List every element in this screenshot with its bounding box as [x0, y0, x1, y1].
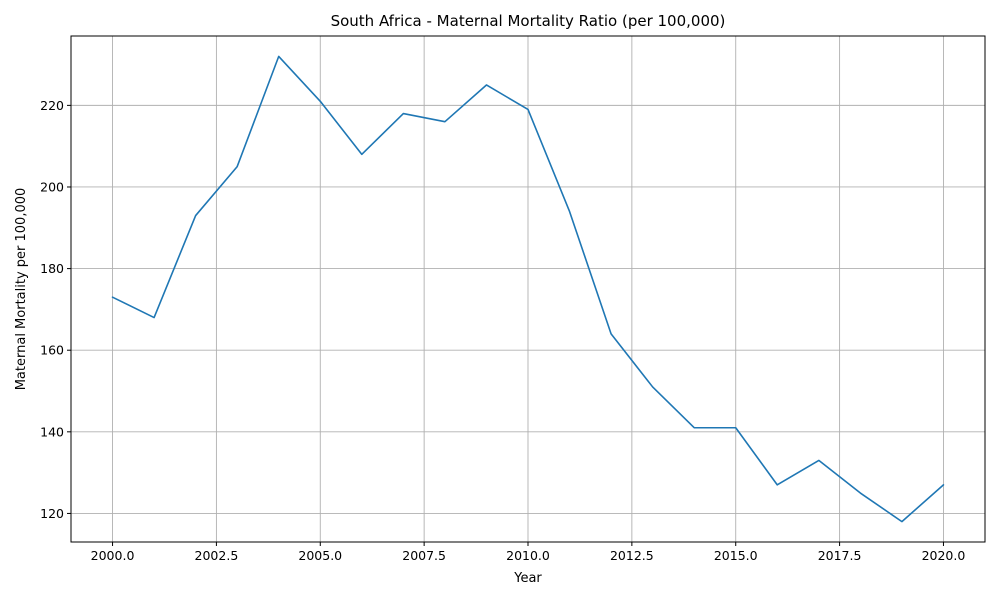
y-tick-label: 220 [40, 98, 64, 113]
y-tick-label: 200 [40, 179, 64, 194]
x-tick-label: 2002.5 [195, 548, 239, 563]
y-axis-ticks: 120 140 160 180 200 220 [40, 98, 71, 521]
x-tick-label: 2000.0 [91, 548, 135, 563]
y-tick-label: 120 [40, 506, 64, 521]
y-axis-label: Maternal Mortality per 100,000 [14, 188, 29, 391]
x-axis-ticks: 2000.0 2002.5 2005.0 2007.5 2010.0 2012.5 2015… [91, 542, 966, 563]
x-tick-label: 2005.0 [298, 548, 342, 563]
y-tick-label: 140 [40, 424, 64, 439]
x-tick-label: 2010.0 [506, 548, 550, 563]
x-tick-label: 2015.0 [714, 548, 758, 563]
chart-title: South Africa - Maternal Mortality Ratio … [331, 12, 726, 30]
grid [71, 36, 985, 542]
y-tick-label: 180 [40, 261, 64, 276]
x-tick-label: 2007.5 [402, 548, 446, 563]
x-axis-label: Year [513, 571, 542, 586]
x-tick-label: 2017.5 [818, 548, 862, 563]
x-tick-label: 2012.5 [610, 548, 654, 563]
x-tick-label: 2020.0 [922, 548, 966, 563]
y-tick-label: 160 [40, 343, 64, 358]
series-layer [111, 55, 945, 523]
